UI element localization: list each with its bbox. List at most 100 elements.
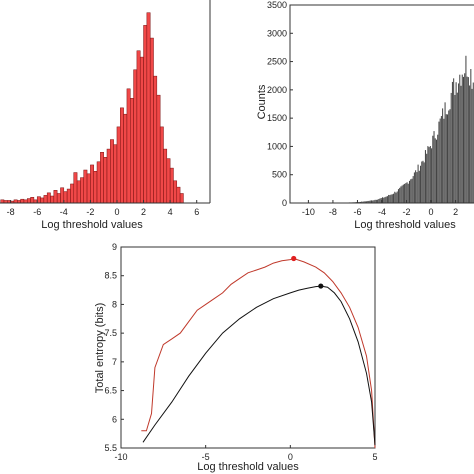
histogram-black-bar — [390, 194, 392, 203]
histogram-black-bar — [378, 198, 380, 203]
histogram-black-axes: -10 -8 -6 -4 -2 0 2 0 500 1000 1500 2000 2500 3000 350… — [267, 0, 474, 217]
histogram-red-panel: -8 -6 -4 -2 0 2 4 6 Log threshold values — [0, 0, 211, 231]
histogram-black-bar — [406, 182, 408, 203]
entropy-line-1 — [141, 257, 376, 449]
histogram-black-x-tick-label: 0 — [429, 207, 434, 217]
histogram-black-bar — [411, 178, 413, 203]
histogram-red-bar — [76, 180, 81, 204]
histogram-black-x-tick-label: -4 — [378, 207, 386, 217]
histogram-black-bar — [459, 74, 461, 203]
histogram-black-bar — [372, 200, 374, 203]
histogram-black-bar — [388, 194, 390, 203]
histogram-red-bar — [83, 169, 88, 204]
histogram-black-bar — [450, 92, 452, 203]
histogram-black-bar — [432, 135, 434, 203]
histogram-black-bar — [366, 201, 368, 203]
histogram-red-bar — [90, 164, 94, 204]
histogram-black-bar — [456, 92, 458, 203]
histogram-black-bar — [423, 162, 425, 203]
histogram-black-bar — [364, 201, 366, 203]
histogram-red-bar — [93, 171, 98, 204]
histogram-black-bar — [427, 146, 429, 203]
histogram-red-bar — [103, 157, 108, 204]
histogram-red-bar — [66, 188, 71, 204]
entropy-max-marker-2 — [318, 283, 324, 289]
histogram-red-bar — [70, 183, 75, 204]
histogram-black-x-tick-label: -2 — [403, 207, 411, 217]
entropy-x-tick-label: -10 — [114, 452, 127, 462]
histogram-red-bar — [40, 197, 45, 204]
histogram-black-bar — [428, 147, 430, 203]
histogram-black-bars — [308, 55, 474, 204]
histogram-red-bar — [56, 193, 61, 204]
histogram-black-y-tick-label: 500 — [272, 170, 287, 180]
histogram-black-bar — [445, 114, 447, 203]
histogram-black-bar — [435, 139, 437, 203]
histogram-black-bar — [448, 110, 450, 203]
histogram-red-bar — [113, 144, 118, 204]
histogram-black-bar — [439, 118, 441, 203]
histogram-black-bar — [462, 76, 464, 203]
histogram-black-bar — [443, 118, 445, 203]
histogram-black-bar — [418, 170, 420, 203]
histogram-black-bar — [460, 85, 462, 203]
histogram-red-bar — [156, 94, 161, 204]
histogram-red-bar — [143, 25, 148, 204]
histogram-black-bar — [416, 172, 418, 203]
entropy-y-tick-label: 6.5 — [104, 386, 117, 396]
entropy-y-tick-label: 8 — [112, 299, 117, 309]
histogram-black-bar — [453, 78, 455, 203]
histogram-black-bar — [454, 94, 456, 203]
histogram-black-bar — [369, 200, 371, 203]
histogram-black-y-tick-label: 1500 — [267, 113, 287, 123]
entropy-x-tick-label: 5 — [372, 452, 377, 462]
histogram-red-axes: -8 -6 -4 -2 0 2 4 6 — [0, 0, 211, 217]
histogram-red-x-tick-label: 0 — [114, 207, 119, 217]
histogram-black-bar — [359, 201, 361, 203]
histogram-black-panel: -10 -8 -6 -4 -2 0 2 0 500 1000 1500 2000 2500 3000 350… — [256, 0, 474, 231]
entropy-x-tick-label: -5 — [202, 452, 210, 462]
histogram-red-bar — [163, 148, 168, 204]
histogram-red-bars — [0, 12, 184, 204]
histogram-red-bar — [73, 172, 78, 204]
histogram-black-bar — [379, 198, 381, 203]
histogram-black-x-tick-label: -6 — [353, 207, 361, 217]
entropy-y-tick-label: 7 — [112, 357, 117, 367]
histogram-black-bar — [415, 170, 417, 203]
histogram-red-bar — [126, 88, 131, 204]
histogram-black-bar — [426, 153, 428, 203]
histogram-black-x-tick-label: 2 — [453, 207, 458, 217]
histogram-black-bar — [401, 185, 403, 203]
histogram-red-bar — [166, 158, 171, 204]
histogram-red-bar — [116, 126, 121, 204]
histogram-black-xlabel: Log threshold values — [354, 219, 456, 231]
entropy-ylabel: Total entropy (bits) — [94, 303, 106, 393]
histogram-black-bar — [429, 146, 431, 203]
histogram-red-bar — [96, 161, 101, 204]
histogram-black-bar — [373, 200, 375, 203]
histogram-black-ylabel: Counts — [256, 84, 268, 119]
histogram-red-x-tick-label: 4 — [168, 207, 173, 217]
histogram-black-bar — [394, 191, 396, 203]
entropy-y-tick-label: 6 — [112, 414, 117, 424]
entropy-max-marker-1 — [291, 255, 297, 262]
histogram-black-bar — [434, 138, 436, 203]
histogram-black-bar — [444, 102, 446, 203]
histogram-red-bar — [53, 190, 58, 204]
histogram-red-bar — [159, 126, 164, 204]
histogram-black-bar — [404, 183, 406, 203]
histogram-black-bar — [413, 172, 415, 203]
histogram-black-bar — [471, 88, 473, 203]
histogram-black-bar — [420, 165, 422, 203]
histogram-black-y-tick-label: 2500 — [267, 57, 287, 67]
histogram-red-x-tick-label: 6 — [194, 207, 199, 217]
histogram-black-bar — [461, 74, 463, 204]
histogram-red-bar — [153, 75, 158, 204]
histogram-red-bar — [106, 148, 111, 204]
histogram-red-bar — [149, 37, 154, 204]
histogram-black-bar — [380, 198, 382, 203]
histogram-black-bar — [399, 187, 401, 203]
histogram-red-bar — [50, 195, 55, 204]
histogram-black-bar — [472, 82, 474, 203]
